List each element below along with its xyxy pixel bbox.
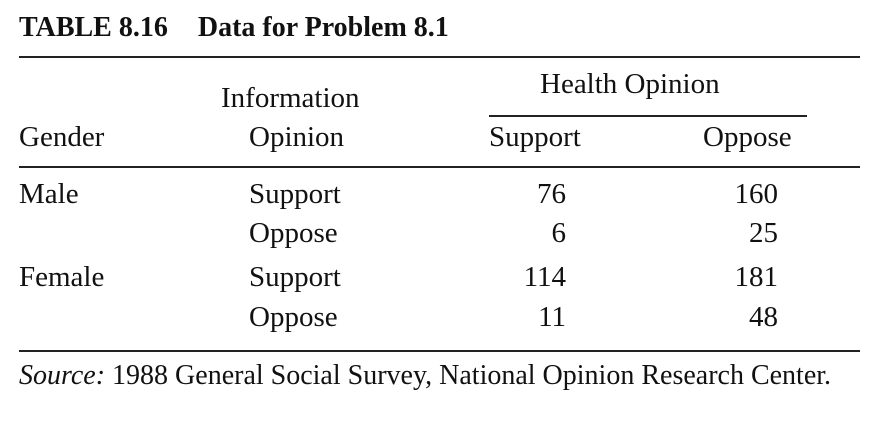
header-rule	[19, 166, 860, 168]
row-2-info: Oppose	[249, 217, 338, 249]
row-1-support: 76	[537, 178, 566, 210]
table-caption: Data for Problem 8.1	[197, 12, 449, 43]
source-lead: Source:	[19, 360, 106, 391]
source-text: 1988 General Social Survey, National Opi…	[112, 360, 832, 391]
top-rule	[19, 56, 860, 58]
row-3-support: 114	[523, 261, 566, 293]
row-1-gender: Male	[19, 178, 79, 210]
health-opinion-underline	[489, 115, 807, 117]
row-4-oppose: 48	[749, 301, 778, 333]
header-gender: Gender	[19, 121, 105, 153]
row-4-support: 11	[538, 301, 566, 333]
row-1-info: Support	[249, 178, 341, 210]
table-number: TABLE 8.16	[19, 12, 168, 43]
header-health-opinion: Health Opinion	[540, 68, 720, 100]
header-opinion: Opinion	[249, 121, 345, 153]
header-information: Information	[221, 82, 360, 114]
row-1-oppose: 160	[734, 178, 779, 210]
row-2-support: 6	[551, 217, 567, 249]
source-note: Source: 1988 General Social Survey, Nati…	[19, 358, 860, 393]
bottom-rule	[19, 350, 860, 352]
table-title: TABLE 8.16 Data for Problem 8.1	[19, 12, 449, 44]
header-oppose: Oppose	[703, 121, 792, 153]
row-3-oppose: 181	[734, 261, 779, 293]
row-3-info: Support	[249, 261, 341, 293]
header-support: Support	[489, 121, 581, 153]
row-4-info: Oppose	[249, 301, 338, 333]
row-2-oppose: 25	[749, 217, 778, 249]
row-3-gender: Female	[19, 261, 105, 293]
